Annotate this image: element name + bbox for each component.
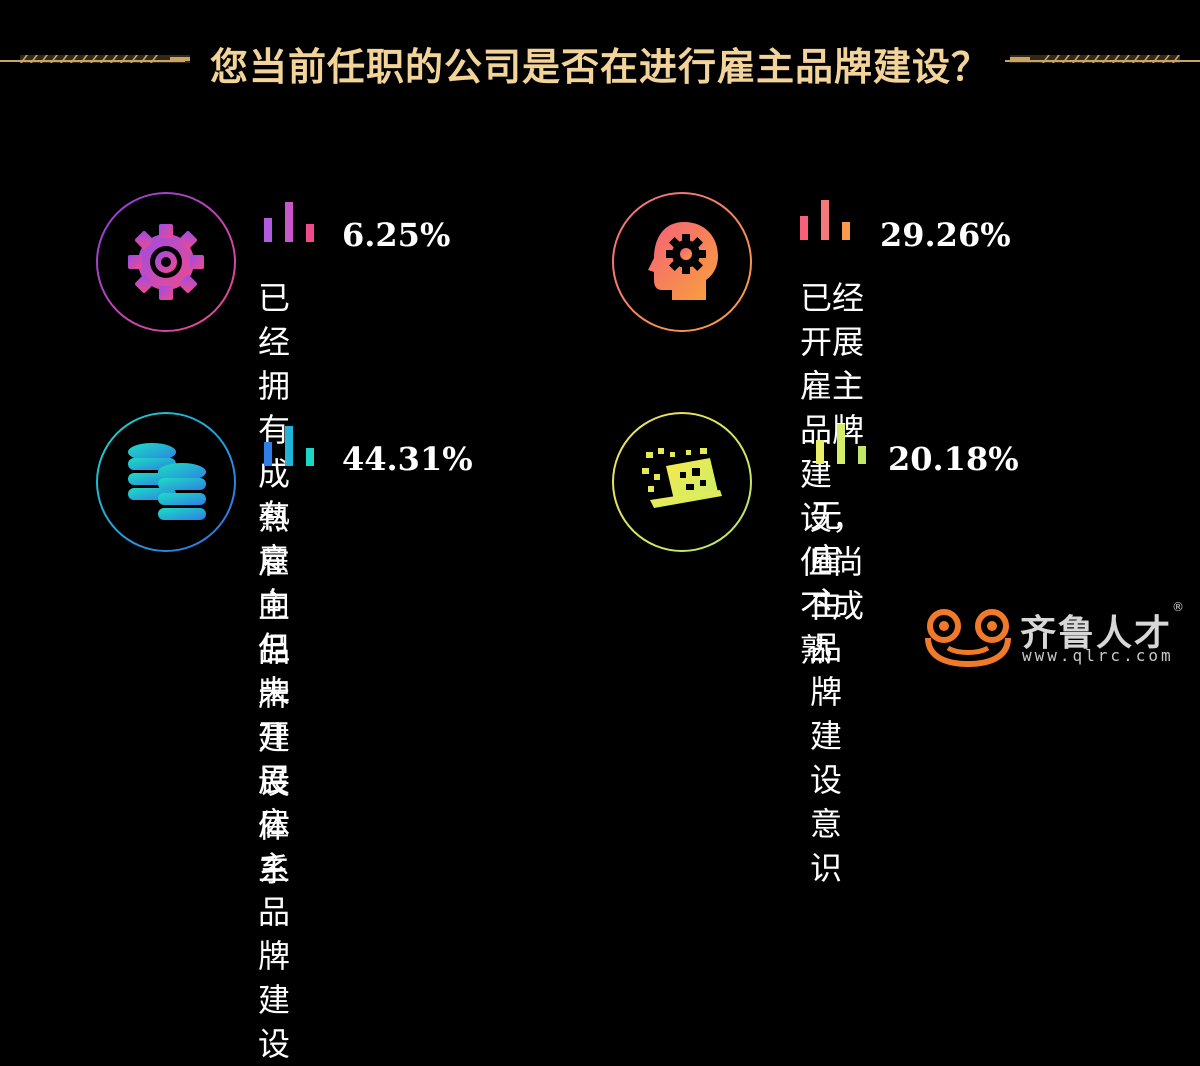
registered-mark: ® — [1172, 600, 1184, 614]
gear-icon — [128, 224, 204, 300]
description-line: 有意向但未开展雇 — [258, 497, 291, 843]
percent-value: 6.25% — [342, 216, 451, 254]
page-title: 您当前任职的公司是否在进行雇主品牌建设？ — [209, 44, 990, 89]
percent-value: 20.18% — [888, 440, 1019, 478]
brand-logo: 齐鲁人才 www.qlrc.com ® — [922, 600, 1192, 672]
description: 有意向但未开展雇 主品牌建设 — [258, 494, 290, 1066]
percent-value: 29.26% — [880, 216, 1011, 254]
bar-chart-icon — [264, 202, 314, 242]
bar-chart-icon — [800, 200, 850, 240]
title-stripe-left — [20, 55, 190, 63]
header: 您当前任职的公司是否在进行雇主品牌建设？ — [0, 0, 1200, 110]
head-gear-icon — [648, 222, 718, 300]
brand-name: 齐鲁人才 — [1020, 613, 1173, 654]
bar-chart-icon — [264, 426, 314, 466]
bar-chart-icon — [816, 424, 866, 464]
description-line: 主品牌建设 — [258, 849, 291, 1063]
title-divider-right — [1005, 60, 1200, 62]
description: 已经开展雇主品牌 建设，但尚不成熟 — [800, 276, 864, 672]
description-line: 已经开展雇主品牌 — [800, 279, 865, 449]
frog-logo-icon — [925, 609, 1011, 668]
database-icon — [128, 443, 206, 520]
description-line: 无雇主品牌建设意识 — [810, 497, 843, 887]
icon-ring — [612, 412, 752, 552]
percent-value: 44.31% — [342, 440, 473, 478]
description-line: 建设，但尚不成熟 — [800, 455, 865, 669]
laptop-letters-icon — [642, 448, 722, 508]
title-stripe-right — [1010, 55, 1180, 63]
brand-url: www.qlrc.com — [1022, 646, 1174, 665]
description-line: 已经拥有成熟雇主 — [258, 279, 291, 625]
description: 无雇主品牌建设意识 — [810, 494, 842, 890]
